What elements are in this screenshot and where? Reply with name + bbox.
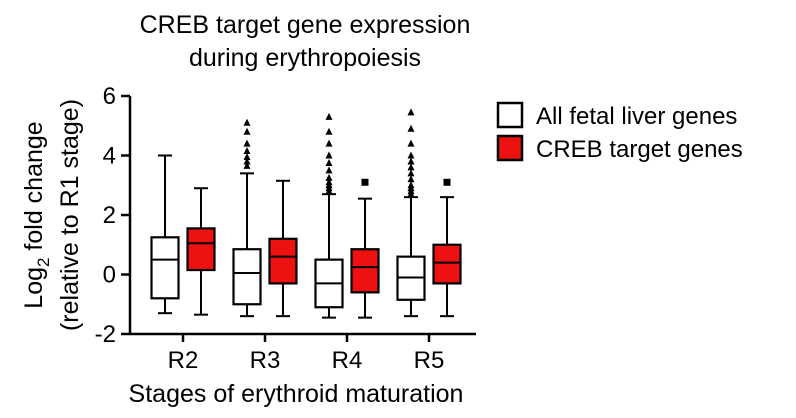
plot-area: -2 0 2 4 6 R2 R3 R4 R5	[95, 83, 476, 374]
box-all-fetal-liver-genes	[232, 248, 262, 306]
outlier-point-all-fetal-liver-genes	[243, 161, 251, 169]
box-creb-target-genes	[186, 227, 216, 272]
y-tick-label: 4	[103, 143, 116, 170]
legend-swatch-creb-target-genes	[496, 134, 524, 162]
outlier-point-all-fetal-liver-genes	[325, 178, 333, 186]
outlier-point-all-fetal-liver-genes	[407, 163, 415, 171]
legend: All fetal liver genes CREB target genes	[496, 101, 743, 163]
y-tick-label: -2	[95, 321, 116, 348]
x-tick-label: R2	[168, 347, 199, 374]
outlier-point-all-fetal-liver-genes	[243, 157, 251, 165]
outlier-point-all-fetal-liver-genes	[407, 169, 415, 177]
outlier-point-all-fetal-liver-genes	[243, 127, 251, 135]
outlier-point-all-fetal-liver-genes	[407, 124, 415, 132]
outlier-point-all-fetal-liver-genes	[325, 151, 333, 159]
outlier-point-all-fetal-liver-genes	[325, 127, 333, 135]
x-tick-label: R3	[250, 347, 281, 374]
outlier-point-all-fetal-liver-genes	[407, 151, 415, 159]
outlier-point-all-fetal-liver-genes	[325, 173, 333, 181]
outlier-point-creb-target-genes	[443, 178, 451, 186]
outlier-point-all-fetal-liver-genes	[407, 108, 415, 116]
chart-title-line-1: CREB target gene expression	[140, 11, 471, 39]
outlier-point-all-fetal-liver-genes	[325, 158, 333, 166]
outlier-point-all-fetal-liver-genes	[243, 152, 251, 160]
x-tick-label: R4	[332, 347, 363, 374]
legend-label-creb-target-genes: CREB target genes	[536, 136, 743, 163]
outlier-point-all-fetal-liver-genes	[325, 112, 333, 120]
outlier-point-all-fetal-liver-genes	[325, 166, 333, 174]
outlier-point-all-fetal-liver-genes	[243, 139, 251, 147]
outlier-point-all-fetal-liver-genes	[243, 147, 251, 155]
outlier-point-all-fetal-liver-genes	[243, 118, 251, 126]
chart-title-line-2: during erythropoiesis	[189, 44, 421, 72]
y-tick-label: 6	[103, 83, 116, 110]
legend-swatch-all-fetal-liver-genes	[496, 101, 524, 129]
outlier-point-all-fetal-liver-genes	[325, 139, 333, 147]
y-tick-label: 2	[103, 202, 116, 229]
y-axis-label-line-1: Log2 fold change	[20, 121, 53, 308]
box-creb-target-genes	[432, 243, 462, 285]
y-axis-label-line-2: (relative to R1 stage)	[56, 99, 84, 331]
outlier-point-all-fetal-liver-genes	[407, 175, 415, 183]
box-creb-target-genes	[350, 248, 380, 294]
x-tick-label: R5	[414, 347, 445, 374]
outlier-point-all-fetal-liver-genes	[407, 181, 415, 189]
x-axis-label: Stages of erythroid maturation	[129, 380, 464, 408]
legend-label-all-fetal-liver-genes: All fetal liver genes	[536, 103, 737, 130]
y-tick-label: 0	[103, 262, 116, 289]
outlier-point-creb-target-genes	[361, 178, 369, 186]
box-creb-target-genes	[268, 237, 298, 285]
outlier-point-all-fetal-liver-genes	[407, 157, 415, 165]
outlier-point-all-fetal-liver-genes	[407, 139, 415, 147]
box-all-fetal-liver-genes	[150, 236, 180, 300]
